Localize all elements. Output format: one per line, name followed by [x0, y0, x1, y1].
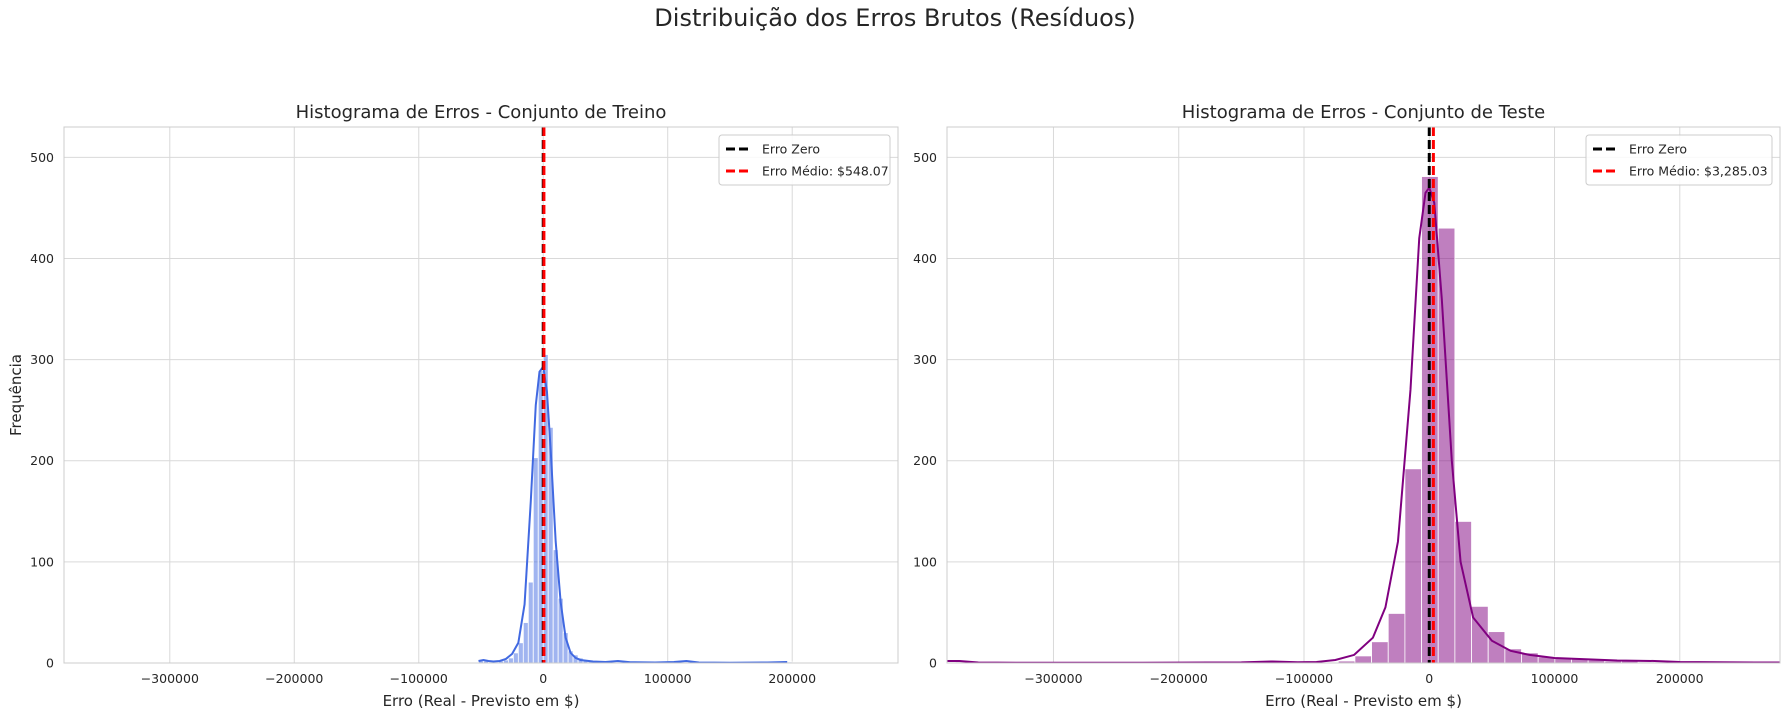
x-tick-label: 200000	[1656, 671, 1704, 686]
histogram-bar	[1471, 605, 1489, 663]
y-tick-label: 300	[913, 352, 937, 367]
y-tick-label: 300	[30, 352, 54, 367]
plot-area	[947, 127, 1780, 663]
histogram-bar	[527, 581, 534, 663]
y-tick-label: 500	[30, 150, 54, 165]
y-tick-label: 400	[30, 251, 54, 266]
x-tick-label: −300000	[1024, 671, 1082, 686]
x-axis-label: Erro (Real - Previsto em $)	[1265, 692, 1462, 710]
y-axis-label: Frequência	[7, 354, 25, 436]
x-tick-label: −300000	[141, 671, 199, 686]
chart-panel-1: −300000 −200000 −100000 0 100000 200000 0 100 20…	[7, 102, 899, 710]
histogram-bar	[512, 652, 519, 663]
legend-label: Erro Zero	[1629, 142, 1687, 157]
kde-line	[478, 364, 788, 663]
y-tick-label: 100	[913, 554, 937, 569]
chart-panel-2: −300000 −200000 −100000 0 100000 200000 0 100 20…	[913, 102, 1781, 710]
histogram-bar	[1454, 521, 1472, 663]
y-tick-label: 0	[46, 656, 54, 671]
x-axis-label: Erro (Real - Previsto em $)	[383, 692, 580, 710]
histogram-bar	[547, 426, 554, 663]
axes-frame	[63, 126, 899, 664]
legend: Erro Zero Erro Médio: $548.07	[718, 134, 891, 186]
chart-title: Histograma de Erros - Conjunto de Teste	[1182, 102, 1545, 123]
x-tick-label: 0	[539, 671, 547, 686]
histogram-bar	[532, 457, 539, 663]
x-tick-label: 200000	[768, 671, 816, 686]
histogram-bar	[1371, 641, 1389, 663]
histogram-bar	[517, 642, 524, 663]
x-tick-label: −200000	[265, 671, 323, 686]
y-tick-label: 200	[913, 453, 937, 468]
histogram-bar	[522, 622, 529, 663]
legend-label: Erro Zero	[762, 142, 820, 157]
legend-box	[1585, 134, 1773, 186]
x-tick-label: −200000	[1150, 671, 1208, 686]
x-tick-label: −100000	[390, 671, 448, 686]
x-tick-label: −100000	[1275, 671, 1333, 686]
plot-area	[478, 127, 793, 663]
x-tick-label: 0	[1425, 671, 1433, 686]
axes-frame	[946, 126, 1781, 664]
histogram-bar	[507, 657, 514, 663]
y-tick-label: 400	[913, 251, 937, 266]
histogram-bar	[1354, 655, 1372, 663]
histogram-bar	[1387, 613, 1406, 663]
histogram-bar	[1404, 468, 1422, 663]
legend-label: Erro Médio: $3,285.03	[1629, 164, 1768, 179]
legend: Erro Zero Erro Médio: $3,285.03	[1585, 134, 1773, 186]
x-tick-label: 100000	[644, 671, 692, 686]
y-tick-label: 0	[929, 656, 937, 671]
kde-line	[947, 185, 1780, 663]
y-tick-label: 500	[913, 150, 937, 165]
y-tick-label: 100	[30, 554, 54, 569]
x-tick-label: 100000	[1531, 671, 1579, 686]
chart-title: Histograma de Erros - Conjunto de Treino	[296, 102, 667, 123]
y-tick-label: 200	[30, 453, 54, 468]
histogram-bar	[1437, 227, 1456, 663]
figure-title: Distribuição dos Erros Brutos (Resíduos)	[654, 4, 1136, 32]
legend-box	[718, 134, 891, 186]
legend-label: Erro Médio: $548.07	[762, 164, 889, 179]
